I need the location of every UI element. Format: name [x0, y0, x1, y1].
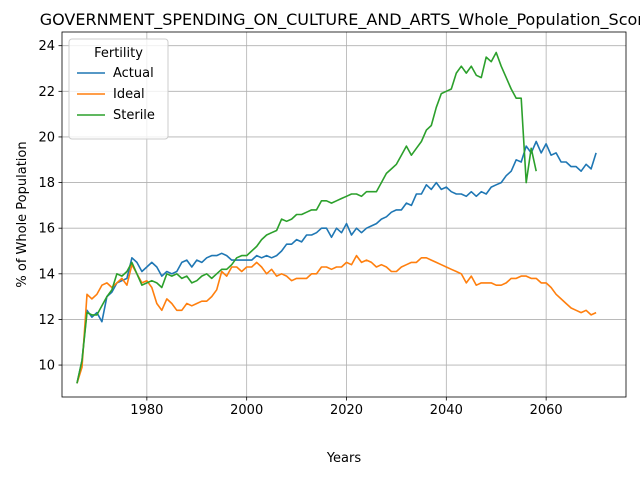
- y-tick-label: 22: [38, 85, 55, 100]
- y-axis-ticks: 10 12 14 16 18 20 22 24: [38, 39, 62, 374]
- x-tick-label: 2060: [530, 403, 563, 418]
- series-line-actual: [76, 140, 597, 384]
- x-axis-label: Years: [326, 451, 362, 466]
- series-line-sterile: [76, 51, 537, 384]
- legend-label-actual: Actual: [113, 66, 154, 81]
- legend: Fertility Actual Ideal Sterile: [68, 38, 169, 140]
- y-tick-label: 10: [38, 359, 55, 374]
- x-tick-label: 2040: [430, 403, 463, 418]
- legend-label-ideal: Ideal: [113, 87, 145, 102]
- y-tick-label: 16: [38, 222, 55, 237]
- grid-lines: [62, 32, 626, 397]
- y-tick-label: 12: [38, 313, 55, 328]
- y-tick-label: 14: [38, 267, 55, 282]
- x-tick-label: 1980: [130, 403, 163, 418]
- series-line-ideal: [76, 254, 597, 384]
- x-tick-label: 2020: [330, 403, 363, 418]
- y-tick-label: 20: [38, 130, 55, 145]
- y-axis-label: % of Whole Population: [15, 141, 30, 287]
- legend-box: [68, 38, 169, 140]
- y-tick-label: 18: [38, 176, 55, 191]
- legend-title: Fertility: [94, 46, 143, 61]
- x-axis-ticks: 1980 2000 2020 2040 2060: [130, 397, 563, 418]
- y-tick-label: 24: [38, 39, 55, 54]
- legend-label-sterile: Sterile: [113, 108, 155, 123]
- x-tick-label: 2000: [230, 403, 263, 418]
- series-lines: [76, 51, 597, 384]
- chart-title: GOVERNMENT_SPENDING_ON_CULTURE_AND_ARTS_…: [40, 10, 640, 30]
- plot-frame: [61, 31, 627, 398]
